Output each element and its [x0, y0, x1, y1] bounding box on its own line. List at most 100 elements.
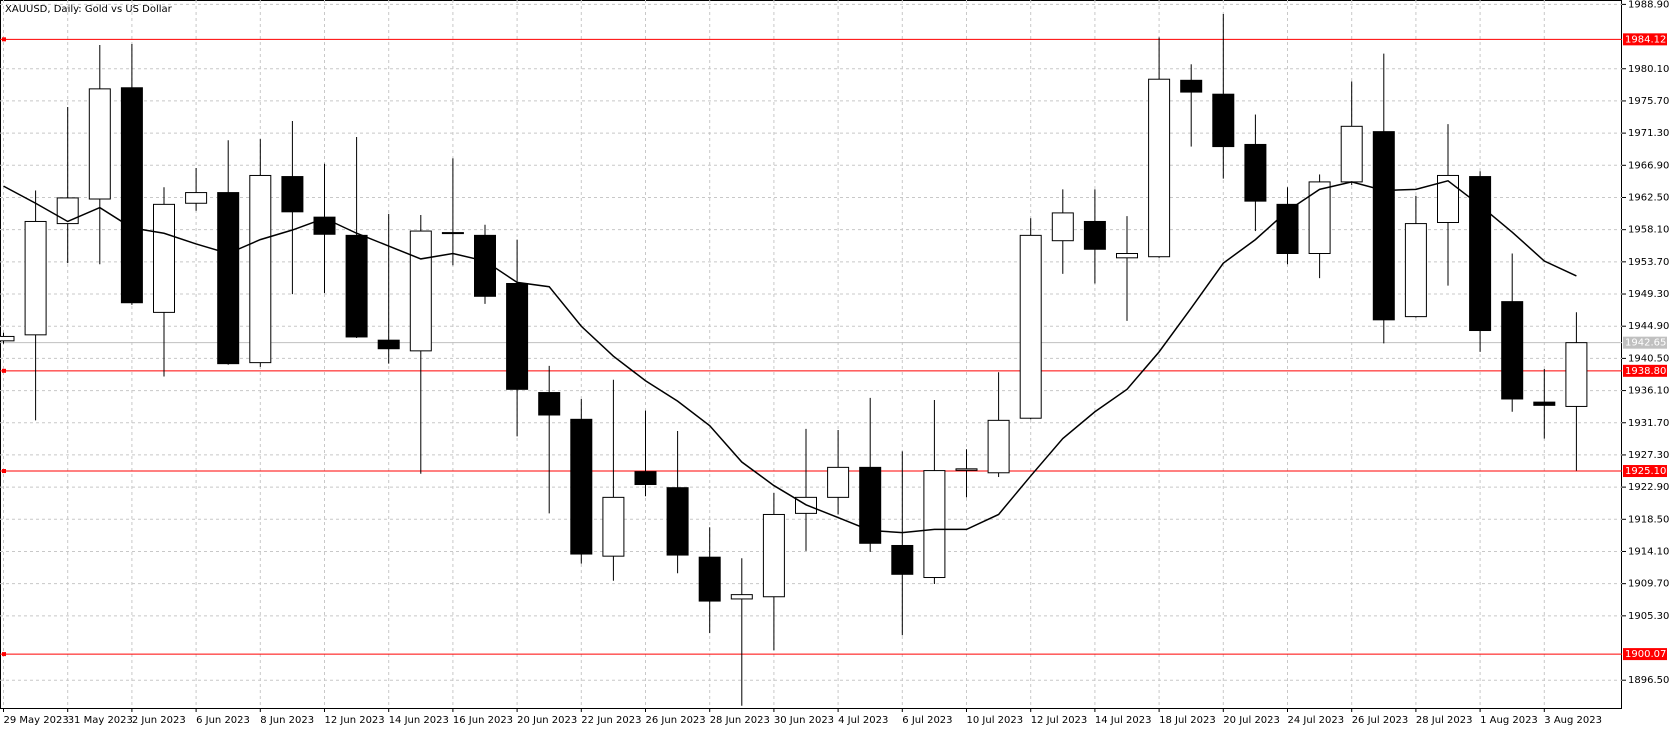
level-label-bg [1623, 648, 1667, 661]
candle-body [313, 216, 336, 235]
candle-body [345, 234, 368, 338]
x-tick-label: 8 Jun 2023 [260, 715, 314, 726]
x-tick-label: 14 Jul 2023 [1095, 715, 1152, 726]
candle-body [762, 513, 785, 598]
level-marker [2, 368, 6, 373]
candle-body [1212, 93, 1235, 148]
x-tick-label: 18 Jul 2023 [1159, 715, 1216, 726]
x-tick-label: 28 Jul 2023 [1416, 715, 1473, 726]
x-tick-label: 6 Jun 2023 [196, 715, 250, 726]
candle-body [0, 335, 15, 342]
x-tick-label: 10 Jul 2023 [967, 715, 1024, 726]
candle-body [1437, 174, 1459, 223]
x-tick-label: 20 Jun 2023 [517, 715, 577, 726]
candle-body [634, 471, 657, 485]
level-label-bg [1623, 33, 1667, 46]
candle-body [1404, 223, 1427, 318]
candle-body [56, 197, 79, 225]
candle-body [827, 466, 850, 498]
y-tick-label: 1909.70 [1628, 579, 1669, 590]
candle-body [1308, 181, 1331, 255]
moving-average [3, 179, 1577, 534]
y-tick-label: 1980.10 [1628, 64, 1669, 75]
candle-body [441, 232, 464, 235]
candle-body [1083, 220, 1106, 250]
candle-body [1533, 401, 1556, 406]
price-label: 1942.65 [1625, 338, 1666, 349]
y-tick-label: 1953.70 [1628, 257, 1669, 268]
candle-body [1148, 78, 1171, 258]
y-tick-label: 1975.70 [1628, 96, 1669, 107]
candle-body [1501, 301, 1524, 400]
x-tick-label: 2 Jun 2023 [132, 715, 186, 726]
x-tick-label: 12 Jul 2023 [1031, 715, 1088, 726]
x-tick-label: 14 Jun 2023 [389, 715, 449, 726]
candle-body [698, 556, 721, 602]
x-tick-label: 20 Jul 2023 [1223, 715, 1280, 726]
x-tick-label: 6 Jul 2023 [902, 715, 952, 726]
plot-border [0, 0, 1622, 709]
chart-title: XAUUSD, Daily: Gold vs US Dollar [5, 4, 173, 15]
candle-body [1340, 125, 1363, 183]
y-tick-label: 1896.50 [1628, 675, 1669, 686]
y-tick-label: 1936.10 [1628, 386, 1669, 397]
candle-body [1276, 203, 1299, 255]
candle-body [249, 174, 272, 364]
y-tick-label: 1958.10 [1628, 225, 1669, 236]
price-label-bg [1623, 336, 1667, 349]
level-label: 1938.80 [1625, 366, 1666, 377]
candle-body [538, 392, 561, 416]
candle-body [1180, 79, 1203, 93]
x-tick-label: 30 Jun 2023 [774, 715, 834, 726]
candle-body [474, 234, 496, 297]
x-tick-label: 12 Jun 2023 [325, 715, 385, 726]
y-tick-label: 1944.90 [1628, 321, 1669, 332]
candle-body [987, 419, 1010, 474]
level-marker [2, 37, 6, 42]
y-tick-label: 1905.30 [1628, 611, 1669, 622]
y-tick-label: 1918.50 [1628, 514, 1669, 525]
x-tick-label: 22 Jun 2023 [581, 715, 641, 726]
y-tick-label: 1914.10 [1628, 546, 1669, 557]
x-tick-label: 29 May 2023 [4, 715, 69, 726]
x-tick-label: 16 Jun 2023 [453, 715, 513, 726]
candle-body [666, 487, 689, 556]
candle-body [153, 203, 175, 313]
x-tick-label: 1 Aug 2023 [1480, 715, 1538, 726]
level-label: 1900.07 [1625, 649, 1666, 660]
candle-body [602, 496, 625, 557]
y-tick-label: 1962.50 [1628, 192, 1669, 203]
candle-body [409, 230, 432, 352]
level-label-bg [1623, 364, 1667, 377]
candle-body [891, 544, 914, 575]
candle-body [24, 220, 47, 336]
candle-body [1051, 212, 1074, 242]
candle-body [281, 176, 304, 213]
candle-body [120, 87, 143, 304]
candle-body [955, 468, 978, 471]
candle-body [1372, 131, 1395, 321]
level-label: 1984.12 [1625, 34, 1666, 45]
y-tick-label: 1922.90 [1628, 482, 1669, 493]
x-tick-label: 26 Jul 2023 [1352, 715, 1409, 726]
candle-body [1244, 143, 1267, 202]
x-tick-label: 26 Jun 2023 [646, 715, 706, 726]
level-label: 1925.10 [1625, 466, 1666, 477]
level-marker [2, 652, 6, 657]
y-tick-label: 1931.70 [1628, 418, 1669, 429]
y-tick-label: 1988.90 [1628, 0, 1669, 10]
candle-body [185, 192, 208, 204]
candle-body [506, 282, 529, 390]
x-tick-label: 31 May 2023 [68, 715, 133, 726]
candle-body [217, 192, 240, 365]
candle-body [1116, 253, 1138, 259]
candle-body [377, 339, 400, 350]
x-tick-label: 28 Jun 2023 [710, 715, 770, 726]
y-tick-label: 1927.30 [1628, 450, 1669, 461]
level-marker [2, 469, 6, 474]
y-tick-label: 1949.30 [1628, 289, 1669, 300]
candle-body [859, 466, 882, 544]
y-tick-label: 1966.90 [1628, 160, 1669, 171]
